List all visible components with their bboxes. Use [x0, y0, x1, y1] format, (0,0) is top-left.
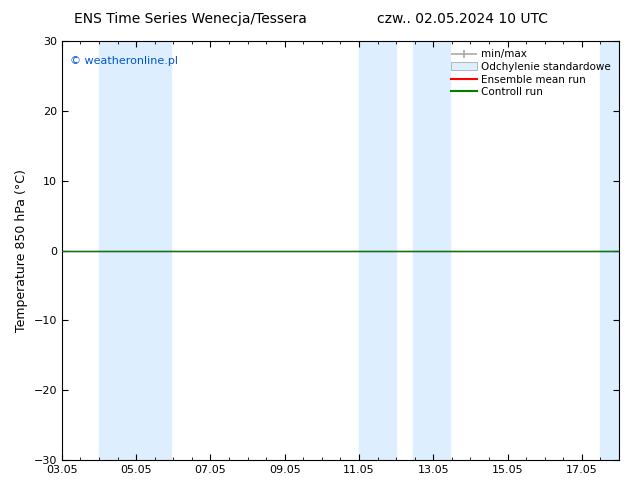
- Text: ENS Time Series Wenecja/Tessera: ENS Time Series Wenecja/Tessera: [74, 12, 307, 26]
- Bar: [600, 41, 634, 460]
- Bar: [138, 41, 171, 460]
- Text: czw.. 02.05.2024 10 UTC: czw.. 02.05.2024 10 UTC: [377, 12, 548, 26]
- Legend: min/max, Odchylenie standardowe, Ensemble mean run, Controll run: min/max, Odchylenie standardowe, Ensembl…: [448, 46, 614, 100]
- Bar: [99, 41, 138, 460]
- Y-axis label: Temperature 850 hPa (°C): Temperature 850 hPa (°C): [15, 169, 28, 332]
- Text: © weatheronline.pl: © weatheronline.pl: [70, 56, 178, 66]
- Bar: [413, 41, 450, 460]
- Bar: [359, 41, 396, 460]
